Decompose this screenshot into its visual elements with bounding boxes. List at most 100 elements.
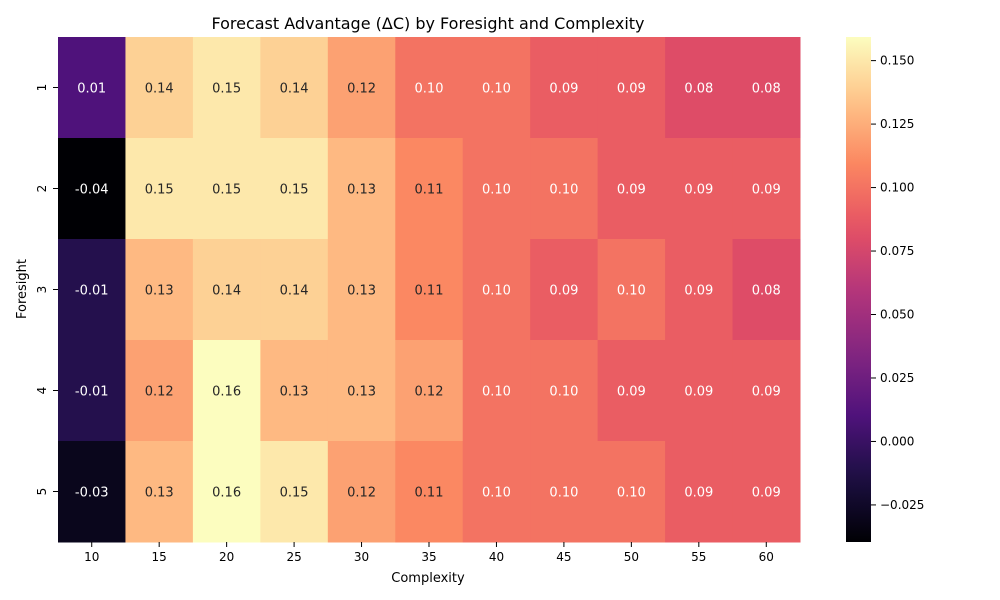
heatmap-cell	[260, 138, 329, 240]
y-axis: 1 2 3 4 5	[35, 84, 58, 496]
cell-value-label: 0.10	[482, 284, 511, 299]
colorbar-tick-label: 0.050	[880, 308, 914, 322]
cell-value-label: 0.09	[617, 183, 646, 198]
x-tick-label: 50	[624, 550, 639, 564]
cell-value-label: 0.09	[752, 183, 781, 198]
heatmap-cell	[260, 441, 329, 543]
colorbar-tick-label: 0.025	[880, 371, 914, 385]
heatmap-cell	[58, 239, 126, 341]
x-tick-label: 10	[84, 550, 99, 564]
cell-value-label: 0.10	[617, 486, 646, 501]
heatmap-cell	[395, 441, 464, 543]
heatmap-cell	[597, 340, 666, 442]
cell-value-label: 0.12	[415, 385, 444, 400]
cell-value-label: 0.09	[684, 385, 713, 400]
heatmap-cell	[58, 37, 126, 139]
cell-value-label: 0.10	[482, 183, 511, 198]
heatmap-cell	[125, 138, 194, 240]
cell-value-label: 0.11	[415, 284, 444, 299]
heatmap-cell	[597, 138, 666, 240]
cell-value-label: 0.14	[212, 284, 241, 299]
colorbar: −0.025 0.000 0.025 0.050 0.075 0.100 0.125 0.15…	[846, 37, 924, 542]
heatmap-cell	[597, 441, 666, 543]
colorbar-gradient	[846, 37, 871, 542]
y-tick-label: 4	[35, 387, 49, 395]
chart-title: Forecast Advantage (ΔC) by Foresight and…	[211, 14, 644, 33]
heatmap-cell	[530, 441, 599, 543]
heatmap-cell	[125, 239, 194, 341]
cell-value-label: 0.15	[212, 183, 241, 198]
heatmap-cell	[597, 239, 666, 341]
cell-value-label: 0.09	[617, 385, 646, 400]
heatmap-cell	[530, 37, 599, 139]
cell-value-label: 0.09	[752, 385, 781, 400]
x-tick-label: 20	[219, 550, 234, 564]
heatmap-cell	[665, 138, 734, 240]
cell-value-label: 0.10	[617, 284, 646, 299]
heatmap-cell	[395, 37, 464, 139]
heatmap-cell	[462, 138, 531, 240]
cell-value-label: 0.08	[752, 284, 781, 299]
heatmap-cell	[462, 37, 531, 139]
colorbar-tick-label: 0.125	[880, 117, 914, 131]
cell-value-label: 0.09	[684, 284, 713, 299]
cell-value-label: -0.03	[75, 486, 109, 501]
cell-value-label: 0.10	[482, 385, 511, 400]
heatmap-cell	[665, 441, 734, 543]
cell-value-label: 0.13	[347, 385, 376, 400]
cell-value-label: 0.14	[145, 82, 174, 97]
heatmap-cell	[327, 239, 396, 341]
heatmap-cell	[125, 441, 194, 543]
heatmap-cell	[665, 37, 734, 139]
x-tick-label: 15	[152, 550, 167, 564]
heatmap-cell	[192, 340, 261, 442]
cell-value-label: 0.15	[280, 183, 309, 198]
cell-value-label: 0.08	[684, 82, 713, 97]
cell-value-label: 0.09	[684, 486, 713, 501]
cell-value-label: 0.12	[145, 385, 174, 400]
heatmap-cell	[462, 239, 531, 341]
colorbar-tick-label: 0.000	[880, 434, 914, 448]
heatmap-cell	[58, 441, 126, 543]
cell-value-label: 0.13	[145, 486, 174, 501]
heatmap-cell	[732, 239, 801, 341]
cell-value-label: 0.09	[752, 486, 781, 501]
heatmap-cell	[192, 239, 261, 341]
heatmap-cell	[732, 37, 801, 139]
cell-value-label: 0.16	[212, 385, 241, 400]
cell-value-label: 0.13	[347, 284, 376, 299]
y-axis-label: Foresight	[15, 259, 30, 319]
heatmap-cell	[58, 138, 126, 240]
cell-value-label: -0.01	[75, 385, 109, 400]
heatmap-cell	[732, 441, 801, 543]
cell-value-label: 0.10	[549, 183, 578, 198]
cell-value-label: 0.11	[415, 486, 444, 501]
heatmap-cell	[597, 37, 666, 139]
cell-value-label: 0.14	[280, 82, 309, 97]
y-tick-label: 1	[35, 84, 49, 92]
heatmap-cell	[732, 340, 801, 442]
heatmap-cell	[395, 239, 464, 341]
x-tick-label: 55	[691, 550, 706, 564]
colorbar-tick-label: 0.100	[880, 181, 914, 195]
x-axis: 10 15 20 25 30 35 40 45 50 55 60	[84, 542, 774, 564]
heatmap-cell	[462, 441, 531, 543]
y-tick-label: 5	[35, 488, 49, 496]
x-tick-label: 30	[354, 550, 369, 564]
cell-value-label: 0.10	[549, 486, 578, 501]
heatmap-cell	[530, 239, 599, 341]
heatmap-cell	[58, 340, 126, 442]
heatmap-cell	[530, 138, 599, 240]
heatmap-cell	[327, 441, 396, 543]
heatmap-cell	[665, 239, 734, 341]
heatmap-cell	[125, 37, 194, 139]
x-tick-label: 35	[421, 550, 436, 564]
colorbar-tick-label: 0.075	[880, 244, 914, 258]
cell-value-label: 0.12	[347, 82, 376, 97]
cell-value-label: 0.16	[212, 486, 241, 501]
cell-value-label: 0.10	[482, 82, 511, 97]
cell-value-label: 0.10	[482, 486, 511, 501]
heatmap-cell	[665, 340, 734, 442]
heatmap-cell	[327, 37, 396, 139]
